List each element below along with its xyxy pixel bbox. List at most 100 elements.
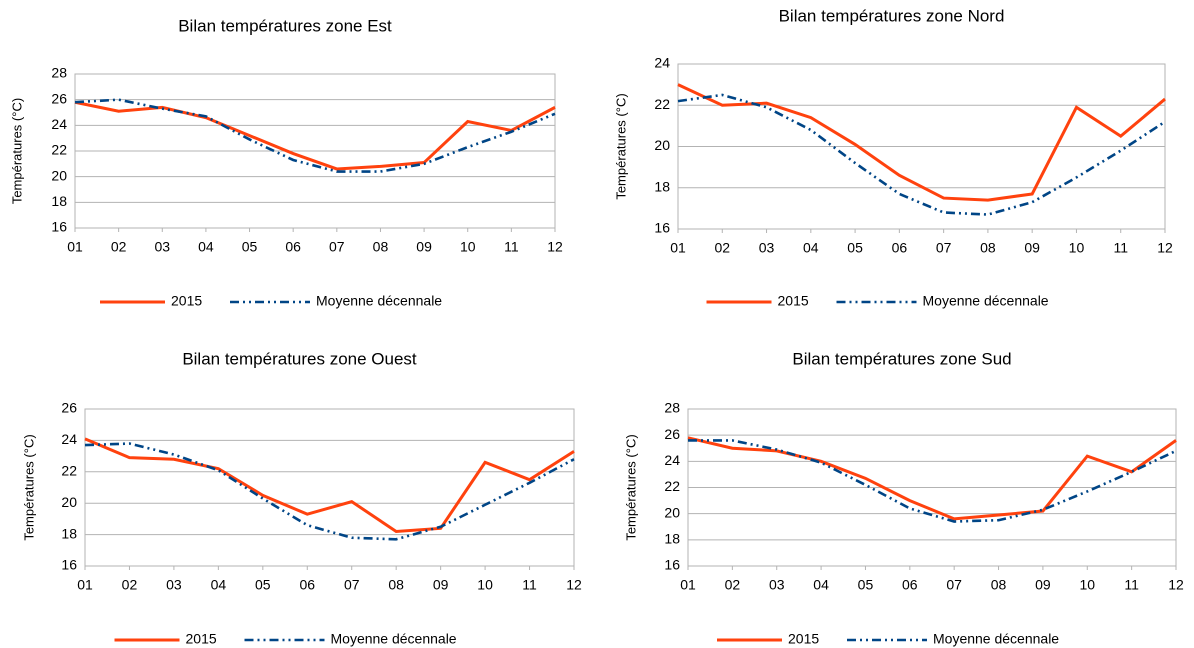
chart-title: Bilan températures zone Sud bbox=[792, 349, 1011, 368]
series-line bbox=[74, 100, 556, 171]
series-line bbox=[74, 98, 556, 173]
x-tick-label: 02 bbox=[714, 240, 730, 256]
y-tick-label: 16 bbox=[51, 219, 67, 235]
x-tick-label: 07 bbox=[946, 577, 962, 593]
legend-label: 2015 bbox=[778, 293, 809, 309]
legend-label: Moyenne décennale bbox=[316, 293, 442, 309]
y-tick-label: 28 bbox=[51, 65, 67, 81]
x-tick-label: 01 bbox=[680, 577, 696, 593]
series-line bbox=[687, 436, 1177, 521]
series-line bbox=[677, 93, 1166, 216]
x-tick-label: 03 bbox=[166, 577, 182, 593]
x-tick-label: 01 bbox=[670, 240, 686, 256]
y-tick-label: 26 bbox=[51, 90, 67, 106]
x-tick-label: 04 bbox=[211, 577, 227, 593]
plot-frame bbox=[687, 408, 1177, 567]
y-tick-label: 26 bbox=[61, 400, 77, 416]
x-tick-label: 11 bbox=[1124, 577, 1139, 593]
y-tick-label: 22 bbox=[51, 142, 67, 158]
x-tick-label: 12 bbox=[1168, 577, 1184, 593]
chart: Bilan températures zone Nord Températures… bbox=[613, 6, 1173, 308]
y-tick-label: 16 bbox=[664, 557, 680, 573]
chart-title: Bilan températures zone Nord bbox=[779, 6, 1005, 25]
x-tick-label: 05 bbox=[255, 577, 271, 593]
x-tick-label: 06 bbox=[902, 577, 918, 593]
x-tick-label: 11 bbox=[1113, 240, 1128, 256]
series-line bbox=[677, 83, 1166, 202]
y-tick-label: 24 bbox=[654, 55, 670, 71]
legend-label: Moyenne décennale bbox=[331, 631, 457, 647]
x-tick-label: 12 bbox=[547, 239, 563, 255]
y-tick-label: 16 bbox=[654, 220, 670, 236]
x-tick-label: 10 bbox=[477, 577, 493, 593]
x-tick-label: 06 bbox=[892, 240, 908, 256]
chart: Bilan températures zone Sud Températures … bbox=[623, 349, 1184, 646]
y-tick-label: 22 bbox=[664, 478, 680, 494]
x-tick-label: 03 bbox=[154, 239, 170, 255]
y-axis-label: Températures (°C) bbox=[21, 434, 36, 540]
y-tick-label: 24 bbox=[61, 431, 77, 447]
x-tick-label: 10 bbox=[1079, 577, 1095, 593]
x-tick-label: 07 bbox=[329, 239, 345, 255]
x-tick-label: 02 bbox=[122, 577, 138, 593]
x-tick-label: 09 bbox=[1024, 240, 1040, 256]
x-tick-label: 09 bbox=[416, 239, 432, 255]
y-tick-label: 16 bbox=[61, 557, 77, 573]
x-tick-label: 08 bbox=[388, 577, 404, 593]
x-tick-label: 06 bbox=[299, 577, 315, 593]
x-tick-label: 10 bbox=[460, 239, 476, 255]
legend-label: Moyenne décennale bbox=[923, 293, 1049, 309]
x-tick-label: 08 bbox=[373, 239, 389, 255]
x-tick-label: 08 bbox=[980, 240, 996, 256]
series-line bbox=[688, 439, 1177, 523]
series-line bbox=[84, 442, 575, 541]
plot-frame bbox=[84, 408, 575, 567]
legend-label: 2015 bbox=[171, 293, 202, 309]
legend-label: Moyenne décennale bbox=[933, 631, 1059, 647]
chart: Bilan températures zone Est Températures … bbox=[9, 16, 563, 308]
y-tick-label: 18 bbox=[51, 193, 67, 209]
y-tick-label: 20 bbox=[61, 494, 77, 510]
y-axis-label: Températures (°C) bbox=[613, 93, 628, 199]
x-tick-label: 01 bbox=[67, 239, 83, 255]
chart-title: Bilan températures zone Ouest bbox=[182, 349, 417, 368]
plot-frame bbox=[74, 73, 556, 229]
y-tick-label: 20 bbox=[51, 167, 67, 183]
x-tick-label: 08 bbox=[991, 577, 1007, 593]
y-tick-label: 22 bbox=[654, 96, 670, 112]
y-tick-label: 20 bbox=[664, 504, 680, 520]
x-tick-label: 03 bbox=[759, 240, 775, 256]
y-tick-label: 24 bbox=[664, 452, 680, 468]
y-tick-label: 28 bbox=[664, 400, 680, 416]
y-tick-label: 24 bbox=[51, 116, 67, 132]
legend-label: 2015 bbox=[186, 631, 217, 647]
plot-frame bbox=[677, 63, 1166, 230]
x-tick-label: 02 bbox=[111, 239, 127, 255]
x-tick-label: 12 bbox=[566, 577, 582, 593]
x-tick-label: 05 bbox=[242, 239, 258, 255]
chart: Bilan températures zone Ouest Température… bbox=[21, 349, 582, 646]
series-line bbox=[84, 437, 575, 533]
x-tick-label: 02 bbox=[725, 577, 741, 593]
chart-title: Bilan températures zone Est bbox=[178, 16, 392, 35]
x-tick-label: 04 bbox=[198, 239, 214, 255]
y-axis-label: Températures (°C) bbox=[623, 434, 638, 540]
x-tick-label: 11 bbox=[504, 239, 519, 255]
y-tick-label: 18 bbox=[664, 531, 680, 547]
x-tick-label: 06 bbox=[285, 239, 301, 255]
y-tick-label: 18 bbox=[654, 178, 670, 194]
y-tick-label: 18 bbox=[61, 525, 77, 541]
y-tick-label: 20 bbox=[654, 137, 670, 153]
x-tick-label: 04 bbox=[813, 577, 829, 593]
x-tick-label: 12 bbox=[1157, 240, 1173, 256]
x-tick-label: 07 bbox=[344, 577, 360, 593]
x-tick-label: 04 bbox=[803, 240, 819, 256]
x-tick-label: 09 bbox=[433, 577, 449, 593]
y-tick-label: 26 bbox=[664, 426, 680, 442]
x-tick-label: 11 bbox=[522, 577, 537, 593]
x-tick-label: 07 bbox=[936, 240, 952, 256]
legend-label: 2015 bbox=[788, 631, 819, 647]
x-tick-label: 10 bbox=[1069, 240, 1085, 256]
y-tick-label: 22 bbox=[61, 463, 77, 479]
